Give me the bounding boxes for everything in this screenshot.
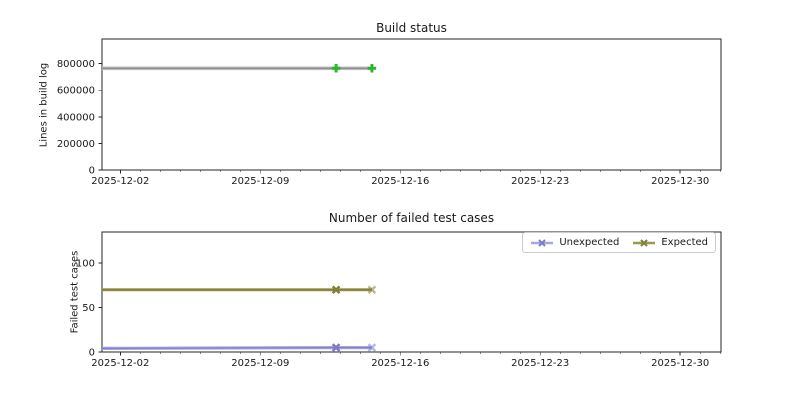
legend-label: Expected <box>661 237 708 248</box>
data-marker-expected <box>367 285 377 295</box>
data-marker-unexpected <box>367 343 377 352</box>
x-tick-label: 2025-12-09 <box>231 358 289 369</box>
y-tick-label: 0 <box>89 166 95 177</box>
legend-entry-unexpected: Unexpected <box>530 237 619 248</box>
plot-frame <box>101 231 722 353</box>
build-status-ylabel: Lines in build log <box>38 62 50 148</box>
x-tick-label: 2025-12-16 <box>371 358 429 369</box>
x-tick-label: 2025-12-09 <box>231 176 289 187</box>
legend: Unexpected Expected <box>522 232 716 253</box>
x-tick-label: 2025-12-16 <box>371 176 429 187</box>
x-tick-label: 2025-12-02 <box>91 358 149 369</box>
data-marker-lines-in-build-log <box>367 64 377 73</box>
y-tick-label: 50 <box>82 303 95 314</box>
x-tick-label: 2025-12-23 <box>511 358 569 369</box>
y-tick-label: 400000 <box>57 112 95 123</box>
build-status-title: Build status <box>376 21 447 35</box>
y-tick-label: 800000 <box>57 59 95 70</box>
legend-line-sample-icon <box>531 238 554 247</box>
failed-test-cases-title: Number of failed test cases <box>328 211 495 225</box>
failed-test-cases-ylabel: Failed test cases <box>69 250 81 334</box>
x-tick-label: 2025-12-30 <box>651 176 709 187</box>
data-marker-expected <box>331 285 341 295</box>
x-tick-label: 2025-12-30 <box>651 358 709 369</box>
plot-frame <box>101 38 722 171</box>
legend-line-sample-icon <box>633 238 656 247</box>
y-tick-label: 200000 <box>57 139 95 150</box>
legend-entry-expected: Expected <box>632 237 708 248</box>
y-tick-label: 0 <box>89 348 95 359</box>
legend-label: Unexpected <box>559 237 620 248</box>
x-tick-label: 2025-12-02 <box>91 176 149 187</box>
y-tick-label: 600000 <box>57 86 95 97</box>
y-tick-label: 100 <box>76 259 95 270</box>
data-marker-lines-in-build-log <box>331 64 341 73</box>
data-marker-unexpected <box>331 343 341 352</box>
x-tick-label: 2025-12-23 <box>511 176 569 187</box>
